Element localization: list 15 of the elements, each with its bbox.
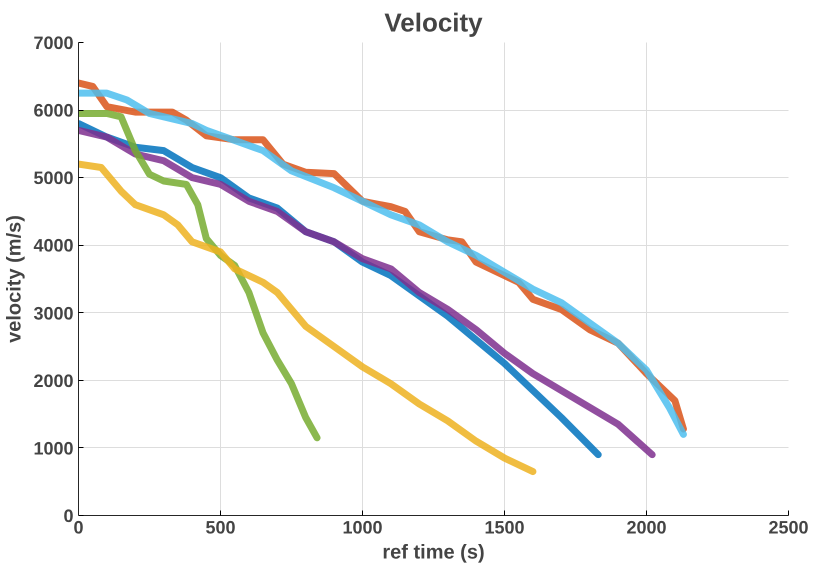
x-tick-label: 2000: [626, 518, 667, 538]
y-tick-label: 7000: [33, 33, 74, 53]
y-tick-label: 1000: [33, 438, 74, 458]
chart-title: Velocity: [384, 8, 484, 38]
y-tick-label: 6000: [33, 100, 74, 121]
x-tick-label: 500: [205, 518, 236, 538]
y-axis-title: velocity (m/s): [3, 215, 26, 343]
x-tick-label: 2500: [768, 518, 809, 538]
x-axis-title: ref time (s): [382, 542, 485, 564]
x-tick-label: 1000: [342, 518, 383, 538]
y-tick-label: 5000: [33, 168, 74, 188]
y-tick-label: 2000: [33, 370, 74, 391]
y-tick-label: 4000: [33, 236, 74, 256]
x-tick-label: 1500: [484, 518, 525, 538]
y-tick-label: 3000: [33, 303, 74, 324]
